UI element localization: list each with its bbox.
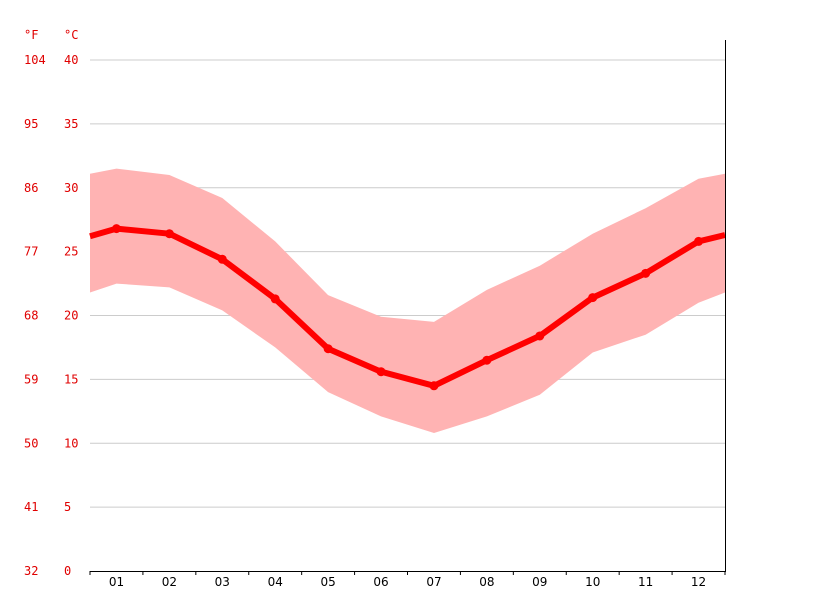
y-tick-label-c: 40 [64,53,78,67]
data-point [588,293,598,303]
y-tick-label-f: 104 [24,53,46,67]
y-tick-label-f: 77 [24,245,38,259]
data-point [164,229,174,239]
x-tick-label: 04 [268,575,283,589]
temperature-range-band [90,168,725,433]
tick-labels: 0 32 5 41 10 50 15 59 20 68 25 77 30 86 35 95 40 104 01 02 0… [24,53,706,589]
y-tick-label-f: 59 [24,372,38,386]
x-tick-label: 06 [373,575,388,589]
y-tick-label-c: 5 [64,500,71,514]
x-tick-label: 01 [109,575,124,589]
unit-c-label: °C [64,28,78,42]
y-tick-label-f: 32 [24,564,38,578]
y-tick-label-c: 10 [64,436,78,450]
y-tick-label-f: 68 [24,309,38,323]
x-tick-label: 09 [532,575,547,589]
y-tick-label-c: 25 [64,245,78,259]
x-tick-label: 08 [479,575,494,589]
data-point [429,381,439,391]
data-point [535,331,545,341]
y-tick-label-c: 20 [64,309,78,323]
x-tick-label: 12 [691,575,706,589]
mean-temperature-series [89,224,726,391]
data-point [323,344,333,354]
data-point [641,268,651,278]
x-tick-label: 03 [215,575,230,589]
data-point [217,254,227,264]
x-tick-label: 02 [162,575,177,589]
y-tick-label-c: 0 [64,564,71,578]
x-tick-label: 05 [320,575,335,589]
x-tick-label: 11 [638,575,653,589]
data-point [111,224,121,234]
mean-temperature-line [89,225,726,389]
unit-f-label: °F [24,28,38,42]
data-point [270,294,280,304]
data-point [482,355,492,365]
y-tick-label-c: 15 [64,372,78,386]
x-tick-label: 07 [426,575,441,589]
axes [89,40,726,575]
y-tick-label-f: 95 [24,117,38,131]
y-tick-label-f: 50 [24,436,38,450]
y-tick-label-c: 35 [64,117,78,131]
data-point [694,236,704,246]
y-tick-label-f: 41 [24,500,38,514]
data-point [376,367,386,377]
y-tick-label-f: 86 [24,181,38,195]
x-tick-label: 10 [585,575,600,589]
y-tick-label-c: 30 [64,181,78,195]
